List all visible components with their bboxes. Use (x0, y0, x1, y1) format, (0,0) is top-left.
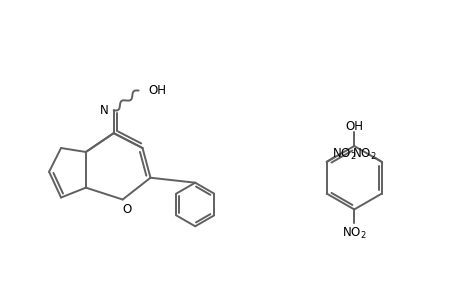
Text: NO$_2$: NO$_2$ (351, 146, 375, 161)
Text: NO$_2$: NO$_2$ (331, 146, 356, 161)
Text: OH: OH (345, 120, 363, 133)
Text: N: N (100, 104, 108, 117)
Text: O: O (122, 203, 131, 216)
Text: NO$_2$: NO$_2$ (341, 226, 366, 241)
Text: OH: OH (148, 84, 166, 97)
